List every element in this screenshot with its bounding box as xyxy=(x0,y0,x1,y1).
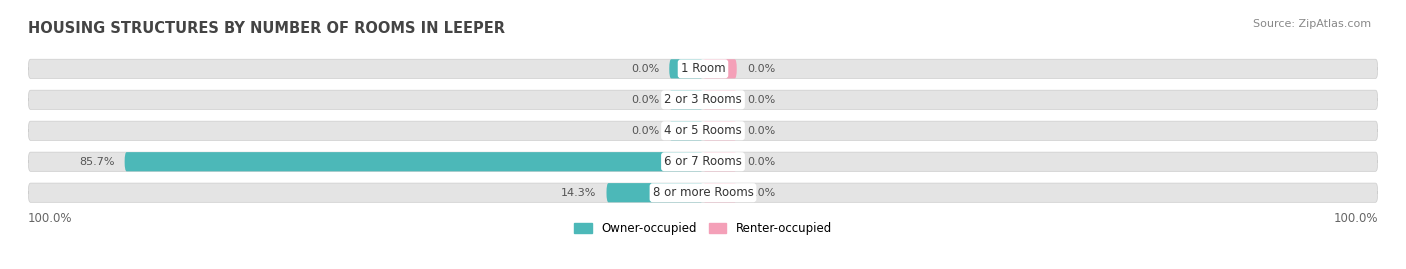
Text: 0.0%: 0.0% xyxy=(747,188,775,198)
FancyBboxPatch shape xyxy=(28,121,1378,140)
Text: 0.0%: 0.0% xyxy=(747,157,775,167)
FancyBboxPatch shape xyxy=(28,90,1378,109)
Text: 0.0%: 0.0% xyxy=(747,64,775,74)
FancyBboxPatch shape xyxy=(606,183,703,202)
FancyBboxPatch shape xyxy=(28,152,1378,171)
Text: 0.0%: 0.0% xyxy=(747,126,775,136)
FancyBboxPatch shape xyxy=(703,152,737,171)
Text: Source: ZipAtlas.com: Source: ZipAtlas.com xyxy=(1253,19,1371,29)
Text: 14.3%: 14.3% xyxy=(561,188,596,198)
Text: 8 or more Rooms: 8 or more Rooms xyxy=(652,186,754,199)
Text: HOUSING STRUCTURES BY NUMBER OF ROOMS IN LEEPER: HOUSING STRUCTURES BY NUMBER OF ROOMS IN… xyxy=(28,21,505,36)
Text: 85.7%: 85.7% xyxy=(79,157,114,167)
Text: 6 or 7 Rooms: 6 or 7 Rooms xyxy=(664,155,742,168)
FancyBboxPatch shape xyxy=(669,90,703,109)
Text: 4 or 5 Rooms: 4 or 5 Rooms xyxy=(664,124,742,137)
Text: 0.0%: 0.0% xyxy=(631,95,659,105)
Text: 2 or 3 Rooms: 2 or 3 Rooms xyxy=(664,93,742,106)
Text: 0.0%: 0.0% xyxy=(631,126,659,136)
FancyBboxPatch shape xyxy=(703,121,737,140)
FancyBboxPatch shape xyxy=(669,121,703,140)
Legend: Owner-occupied, Renter-occupied: Owner-occupied, Renter-occupied xyxy=(569,217,837,240)
Text: 0.0%: 0.0% xyxy=(747,95,775,105)
Text: 0.0%: 0.0% xyxy=(631,64,659,74)
FancyBboxPatch shape xyxy=(669,59,703,79)
FancyBboxPatch shape xyxy=(703,59,737,79)
Text: 1 Room: 1 Room xyxy=(681,62,725,75)
FancyBboxPatch shape xyxy=(125,152,703,171)
FancyBboxPatch shape xyxy=(703,90,737,109)
Text: 100.0%: 100.0% xyxy=(1333,212,1378,225)
FancyBboxPatch shape xyxy=(703,183,737,202)
FancyBboxPatch shape xyxy=(28,59,1378,79)
FancyBboxPatch shape xyxy=(28,183,1378,202)
Text: 100.0%: 100.0% xyxy=(28,212,73,225)
